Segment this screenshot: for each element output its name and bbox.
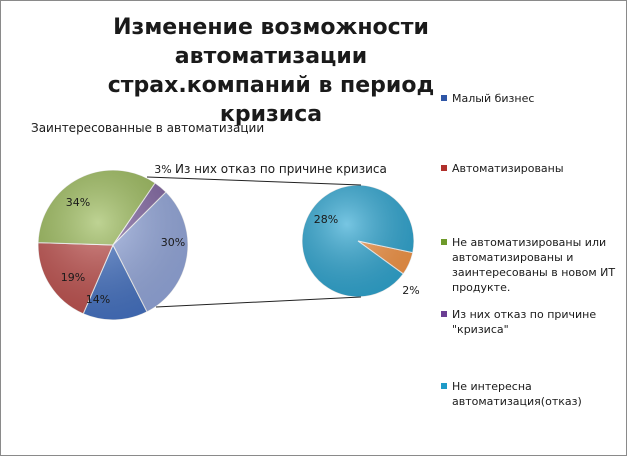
- legend-label: Не интересна автоматизация(отказ): [452, 380, 582, 408]
- connector-line-0: [146, 176, 362, 186]
- legend-item-not-automated: Не автоматизированы или автоматизированы…: [441, 235, 621, 295]
- pie-connector-lines: [146, 176, 362, 308]
- legend-swatch: [441, 165, 447, 171]
- legend-item-small-business: Малый бизнес: [441, 91, 621, 106]
- secondary-pie-shading: [302, 185, 414, 297]
- legend-swatch: [441, 95, 447, 101]
- main-pie: [37, 169, 189, 321]
- legend-label: Из них отказ по причине "кризиса": [452, 308, 597, 336]
- main-pie-shading: [38, 170, 188, 320]
- chart-title-line-1: Изменение возможности автоматизации: [113, 15, 429, 69]
- main-pie-label-4: 30%: [161, 236, 185, 249]
- chart-subtitle: Заинтересованные в автоматизации: [31, 121, 265, 135]
- connector-line-1: [155, 296, 362, 308]
- legend-swatch: [441, 383, 447, 389]
- chart-title-line-2: страх.компаний в период кризиса: [107, 73, 435, 127]
- pie-data-labels: 14%19% 34% 3% 30% 28% 2%: [61, 163, 420, 306]
- main-pie-label-3: 3%: [154, 163, 171, 176]
- legend-swatch: [441, 239, 447, 245]
- main-pie-label-1: 19%: [61, 271, 85, 284]
- legend-item-crisis-refusal: Из них отказ по причине "кризиса": [441, 307, 621, 337]
- main-pie-label-2: 34%: [66, 196, 90, 209]
- main-pie-label-0: 14%: [86, 293, 110, 306]
- legend-label: Автоматизированы: [452, 162, 564, 175]
- secondary-pie-label-0: 28%: [314, 213, 338, 226]
- legend-label: Не автоматизированы или автоматизированы…: [452, 236, 616, 294]
- legend-swatch: [441, 311, 447, 317]
- secondary-pie: [301, 184, 415, 298]
- legend-label: Малый бизнес: [452, 92, 535, 105]
- main-pie-callout-label: Из них отказ по причине кризиса: [175, 162, 387, 176]
- chart-title: Изменение возможности автоматизации стра…: [61, 13, 481, 129]
- secondary-pie-label-1: 2%: [402, 284, 419, 297]
- legend-item-not-interested: Не интересна автоматизация(отказ): [441, 379, 621, 409]
- legend-item-automated: Автоматизированы: [441, 161, 621, 176]
